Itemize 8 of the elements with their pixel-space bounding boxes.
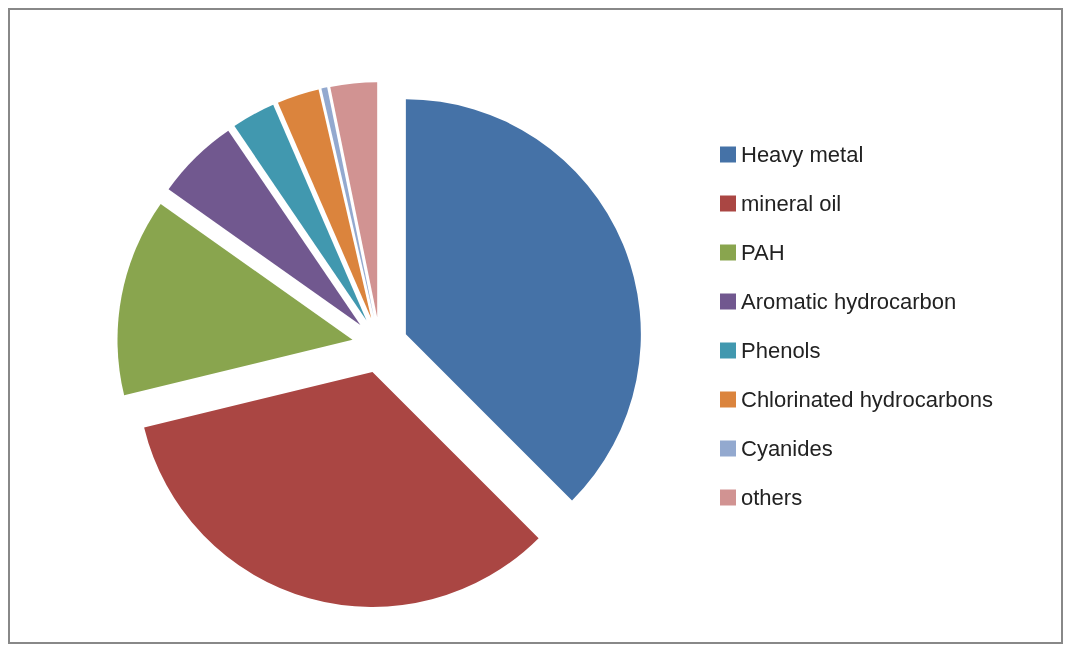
legend-label: mineral oil xyxy=(741,191,842,216)
legend-label: Phenols xyxy=(741,338,821,363)
legend-label: Aromatic hydrocarbon xyxy=(741,289,957,314)
legend-label: PAH xyxy=(741,240,785,265)
legend-label: Chlorinated hydrocarbons xyxy=(741,387,993,412)
legend-label: others xyxy=(741,485,803,510)
legend-label: Heavy metal xyxy=(741,142,864,167)
legend-label: Cyanides xyxy=(741,436,833,461)
